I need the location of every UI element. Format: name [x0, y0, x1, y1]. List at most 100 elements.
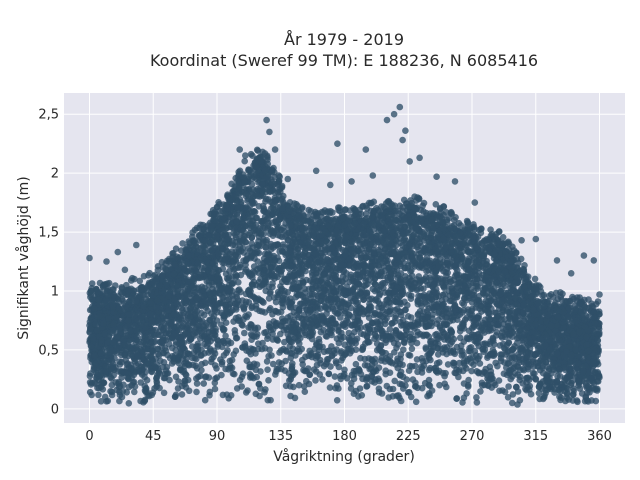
data-point [486, 375, 494, 383]
data-point [235, 286, 243, 293]
data-point [424, 392, 431, 400]
data-point [378, 354, 386, 362]
data-point [116, 361, 124, 368]
data-point [556, 366, 563, 374]
data-point [230, 229, 237, 236]
data-point [303, 263, 310, 271]
data-point [342, 320, 349, 327]
data-point [413, 243, 421, 251]
data-point [281, 275, 288, 283]
data-point [407, 314, 415, 321]
data-point [405, 351, 413, 359]
data-point [357, 354, 364, 362]
data-point [223, 349, 230, 357]
data-point [185, 362, 193, 369]
data-point [515, 332, 523, 339]
data-point [184, 376, 192, 384]
data-point [211, 362, 219, 369]
data-point [244, 387, 251, 394]
data-point [160, 389, 168, 397]
data-point [479, 340, 487, 348]
data-point [206, 345, 214, 353]
data-point [254, 192, 262, 200]
data-point [372, 281, 379, 288]
data-point [556, 393, 563, 401]
data-point [312, 377, 319, 384]
data-point [392, 242, 400, 249]
data-point [508, 346, 516, 354]
data-point [279, 304, 287, 311]
data-point [233, 306, 240, 313]
data-point [121, 352, 129, 359]
data-point [225, 366, 232, 373]
data-point [460, 380, 468, 387]
data-point [495, 377, 503, 384]
data-point [194, 301, 201, 309]
data-point [596, 329, 603, 337]
data-point [86, 388, 94, 396]
data-point [347, 271, 355, 279]
data-point [361, 361, 369, 369]
data-point [468, 311, 476, 319]
data-point [415, 292, 422, 300]
data-point [407, 295, 415, 303]
data-point [472, 320, 480, 328]
data-point [95, 391, 102, 399]
data-point [348, 380, 355, 387]
data-point [424, 307, 431, 315]
data-point [468, 367, 475, 375]
data-point [222, 332, 229, 340]
data-point [273, 368, 280, 375]
data-point [397, 318, 404, 326]
data-point [248, 234, 255, 241]
data-point [463, 390, 470, 397]
data-point [535, 383, 543, 391]
data-point [200, 380, 207, 387]
data-point [427, 338, 434, 346]
data-point [125, 375, 132, 383]
data-point [352, 387, 360, 395]
data-point [264, 335, 271, 343]
chart-title-line-2: Koordinat (Sweref 99 TM): E 188236, N 60… [150, 51, 538, 70]
data-point [277, 347, 285, 354]
data-point [316, 256, 324, 264]
data-point [505, 383, 512, 390]
data-point [387, 333, 395, 341]
data-point [408, 345, 416, 353]
data-point [296, 348, 303, 355]
data-point [295, 381, 303, 389]
data-point [474, 285, 481, 292]
data-point [382, 339, 389, 347]
data-point [374, 320, 382, 328]
data-points [86, 103, 603, 408]
data-point [477, 388, 484, 395]
data-point [490, 288, 497, 296]
data-point [208, 355, 215, 363]
data-point [399, 373, 407, 381]
data-point [125, 400, 133, 407]
data-point [221, 339, 228, 347]
data-point [465, 376, 472, 384]
data-point [287, 392, 294, 400]
data-point [325, 370, 333, 378]
data-point [219, 391, 227, 399]
data-point [556, 373, 564, 380]
data-point [360, 310, 367, 318]
data-point [193, 388, 200, 396]
data-point [480, 348, 487, 356]
data-point [363, 290, 371, 297]
data-point [550, 359, 557, 367]
data-point [501, 282, 509, 290]
data-point [143, 376, 151, 384]
data-point [278, 322, 285, 330]
data-point [439, 301, 447, 308]
data-point [396, 278, 404, 285]
data-point [557, 338, 564, 346]
data-point [338, 262, 346, 269]
data-point [245, 324, 252, 331]
data-point [264, 366, 271, 374]
data-point [265, 377, 272, 384]
data-point [375, 385, 383, 393]
data-point [434, 345, 442, 352]
